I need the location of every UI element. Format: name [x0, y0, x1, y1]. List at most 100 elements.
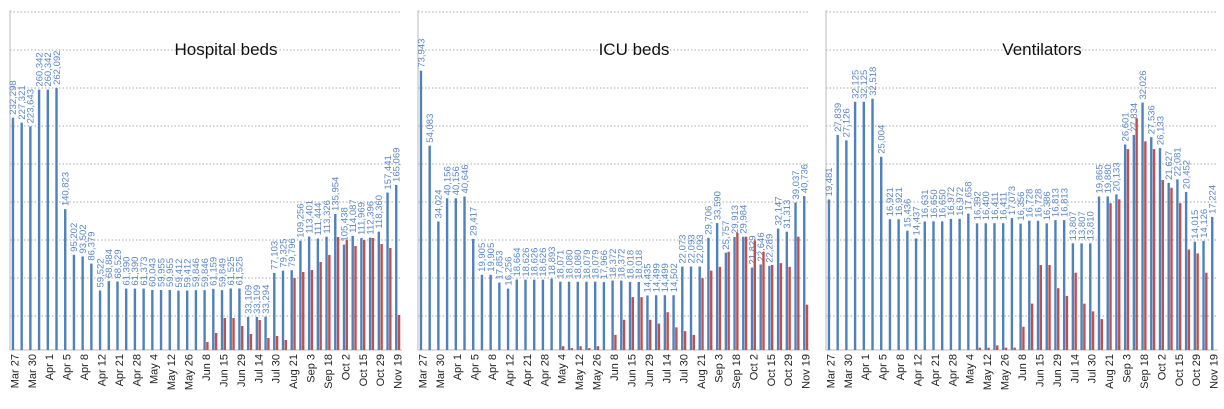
- x-tick-label: Jul 14: [1069, 354, 1081, 383]
- value-label: 59,849: [217, 258, 228, 287]
- value-label: 18,018: [625, 250, 636, 279]
- value-label: 60,043: [148, 258, 159, 287]
- bar: [249, 334, 253, 350]
- bar: [649, 319, 652, 350]
- value-label: 114,087: [348, 199, 359, 233]
- bar: [334, 214, 337, 350]
- value-label: 29,417: [469, 207, 480, 236]
- value-label: 33,294: [261, 285, 272, 314]
- x-tick-label: Oct 29: [783, 354, 795, 386]
- value-label: 93,502: [78, 224, 89, 253]
- bar: [284, 340, 287, 350]
- value-label: 14,502: [669, 263, 680, 292]
- bar: [1065, 295, 1069, 350]
- value-label: 232,298: [8, 80, 19, 114]
- value-label: 16,728: [1033, 189, 1044, 218]
- bar: [827, 199, 831, 350]
- bar: [640, 297, 643, 350]
- bar: [718, 266, 722, 350]
- bar: [803, 196, 806, 350]
- bar: [397, 315, 401, 350]
- bar: [779, 263, 783, 350]
- bar: [675, 327, 678, 350]
- x-tick-label: Mar 27: [825, 354, 837, 388]
- value-label: 33,109: [243, 285, 254, 314]
- bar: [380, 244, 383, 350]
- value-label: 18,893: [547, 247, 558, 276]
- value-label: 16,728: [1025, 189, 1036, 218]
- value-label: 77,103: [270, 241, 281, 270]
- value-label: 260,342: [34, 52, 45, 86]
- value-label: 19,880: [1103, 164, 1114, 193]
- value-label: 26,601: [1120, 112, 1131, 141]
- value-label: 112,396: [365, 201, 376, 235]
- x-tick-label: Aug 21: [696, 354, 708, 389]
- bar: [255, 316, 259, 350]
- bar: [1028, 220, 1031, 350]
- bar: [1152, 149, 1156, 350]
- bar: [336, 237, 340, 350]
- bar: [203, 290, 206, 350]
- bar: [1057, 288, 1060, 350]
- bar: [1109, 203, 1112, 350]
- bar: [541, 279, 545, 350]
- bar: [1054, 220, 1057, 350]
- value-label: 40,736: [800, 164, 811, 193]
- value-label: 260,342: [43, 52, 54, 86]
- bar: [37, 89, 41, 351]
- bar: [550, 278, 553, 350]
- bar: [681, 266, 684, 350]
- bar: [996, 345, 999, 350]
- value-label: 86,379: [87, 232, 98, 261]
- bar: [29, 126, 32, 351]
- x-tick-label: Sep 18: [1139, 354, 1151, 389]
- value-label: 16,921: [894, 187, 905, 216]
- value-label: 18,626: [538, 248, 549, 277]
- value-label: 14,126: [1199, 209, 1210, 238]
- value-label: 16,356: [1016, 192, 1027, 221]
- bar: [1074, 272, 1077, 350]
- value-label: 157,441: [383, 155, 394, 189]
- bar: [622, 319, 626, 350]
- value-label: 113,326: [322, 200, 333, 234]
- value-label: 18,071: [556, 250, 567, 279]
- x-tick-label: Sep 18: [323, 354, 335, 389]
- bar: [567, 281, 571, 350]
- bar: [328, 255, 331, 350]
- x-tick-label: Apr 28: [131, 354, 143, 386]
- x-tick-label: May 12: [982, 354, 994, 390]
- bar: [727, 251, 730, 350]
- x-tick-label: Apr 5: [878, 354, 890, 380]
- chart-title: Ventilators: [1002, 40, 1081, 59]
- bar: [395, 184, 398, 350]
- value-label: 16,400: [981, 191, 992, 220]
- x-tick-label: Sep 3: [714, 354, 726, 383]
- value-label: 27,834: [1129, 103, 1140, 132]
- bar: [744, 236, 748, 350]
- bar: [733, 236, 736, 350]
- x-tick-label: May 4: [149, 354, 161, 384]
- bar: [967, 213, 970, 350]
- value-label: 18,079: [582, 250, 593, 279]
- x-tick-label: Jul 14: [661, 354, 673, 383]
- value-label: 135,954: [331, 177, 342, 211]
- value-label: 59,412: [182, 259, 193, 288]
- x-tick-label: Apr 1: [452, 354, 464, 380]
- bar: [1202, 240, 1205, 350]
- x-tick-label: Apr 5: [62, 354, 74, 380]
- bar: [345, 240, 348, 350]
- bar: [319, 262, 322, 350]
- value-label: 27,126: [842, 108, 853, 137]
- bar: [862, 101, 865, 351]
- x-tick-label: May 12: [574, 354, 586, 390]
- bar: [258, 320, 261, 350]
- bar: [949, 218, 953, 350]
- bar: [1132, 134, 1136, 350]
- bar: [1019, 223, 1022, 350]
- value-label: 111,969: [357, 202, 368, 235]
- bar: [377, 231, 381, 350]
- value-label: 165,069: [392, 148, 403, 182]
- x-tick-label: Apr 12: [96, 354, 108, 386]
- value-label: 25,004: [877, 125, 888, 154]
- bar: [932, 221, 935, 350]
